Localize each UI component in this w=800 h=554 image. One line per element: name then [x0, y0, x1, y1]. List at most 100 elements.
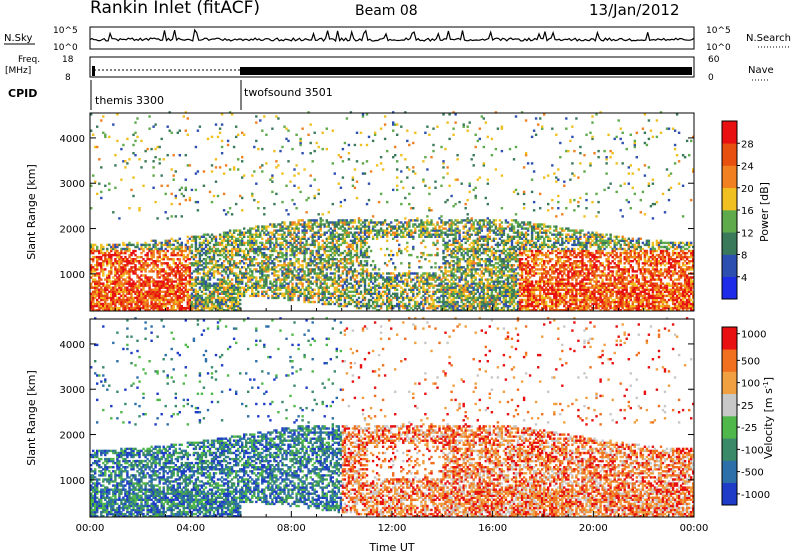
power-cell	[196, 304, 200, 308]
power-cell	[235, 302, 238, 306]
power-cell	[222, 296, 226, 300]
power-cell	[146, 247, 149, 251]
power-cell	[279, 255, 282, 259]
power-cell	[224, 268, 228, 271]
power-cell	[194, 278, 198, 281]
power-cell	[434, 262, 437, 265]
power-cell	[365, 143, 369, 147]
power-cell	[152, 292, 155, 295]
power-cell	[265, 227, 268, 230]
power-cell	[212, 258, 216, 261]
power-cell	[128, 276, 131, 279]
power-cell	[355, 196, 359, 200]
power-cell	[144, 268, 147, 271]
power-cell	[198, 125, 202, 128]
power-cell	[172, 174, 175, 177]
power-cell	[178, 300, 181, 304]
power-cell	[188, 251, 192, 255]
power-cell	[291, 223, 294, 226]
power-cell	[269, 178, 272, 181]
power-cell	[245, 276, 248, 279]
power-cell	[267, 276, 270, 279]
power-cell	[210, 135, 214, 139]
power-cell	[154, 200, 157, 204]
power-cell	[275, 292, 278, 295]
power-cell	[210, 294, 214, 298]
power-cell	[142, 302, 145, 306]
power-cell	[168, 129, 171, 132]
power-cell	[186, 298, 189, 302]
power-cell	[230, 247, 234, 251]
power-cell	[285, 274, 288, 277]
power-cell	[190, 309, 194, 312]
power-cell	[261, 270, 264, 273]
power-cell	[367, 282, 371, 285]
power-cell	[255, 276, 258, 279]
power-cell	[235, 266, 238, 269]
power-cell	[283, 276, 286, 279]
power-cell	[323, 264, 326, 267]
power-cell	[174, 272, 177, 275]
power-cell	[257, 247, 260, 251]
power-cell	[224, 294, 228, 298]
power-cell	[222, 249, 226, 253]
power-cell	[243, 255, 246, 259]
power-cell	[136, 294, 139, 298]
power-cell	[90, 270, 93, 273]
power-cell	[279, 227, 282, 230]
power-cell	[128, 255, 131, 259]
power-cell	[309, 141, 312, 145]
power-cell	[142, 284, 145, 287]
power-cell	[458, 229, 461, 232]
power-cell	[305, 251, 308, 255]
power-cell	[106, 296, 109, 300]
power-cell	[428, 294, 431, 298]
power-cell	[160, 290, 163, 293]
power-cell	[416, 272, 419, 275]
power-cell	[194, 262, 198, 265]
power-cell	[303, 294, 306, 298]
power-cell	[180, 272, 183, 275]
power-cell	[206, 276, 210, 279]
power-cell	[226, 260, 230, 263]
power-cell	[257, 229, 260, 232]
power-cell	[269, 253, 272, 257]
power-cell	[279, 260, 282, 263]
power-cell	[406, 241, 409, 245]
power-cell	[444, 272, 447, 275]
power-cell	[251, 286, 254, 289]
nave-tick-low: 0	[708, 73, 714, 83]
power-cell	[190, 306, 194, 310]
power-cell	[140, 268, 143, 271]
power-cell	[130, 188, 133, 192]
power-cell	[428, 304, 431, 308]
power-cell	[367, 298, 371, 302]
power-cell	[200, 304, 204, 308]
power-cell	[291, 147, 294, 151]
power-cell	[100, 247, 103, 251]
power-cell	[243, 243, 246, 247]
power-cell	[412, 186, 415, 189]
power-cell	[222, 260, 226, 263]
power-cell	[241, 294, 244, 298]
power-cell	[216, 286, 220, 289]
power-cell	[130, 270, 133, 273]
power-cell	[170, 251, 173, 255]
power-cell	[456, 255, 459, 259]
power-cell	[108, 188, 111, 192]
power-cell	[200, 284, 204, 287]
power-cell	[307, 237, 310, 240]
power-cell	[287, 264, 290, 267]
power-cell	[235, 298, 238, 302]
power-cell	[120, 304, 123, 308]
power-cell	[206, 286, 210, 289]
power-cell	[122, 272, 125, 275]
power-cell	[446, 198, 449, 202]
power-cell	[365, 260, 369, 263]
power-cell	[216, 241, 220, 245]
power-cell	[275, 225, 278, 228]
power-cell	[291, 198, 294, 202]
power-cell	[404, 235, 407, 238]
power-cell	[204, 306, 208, 310]
power-cell	[100, 302, 103, 306]
